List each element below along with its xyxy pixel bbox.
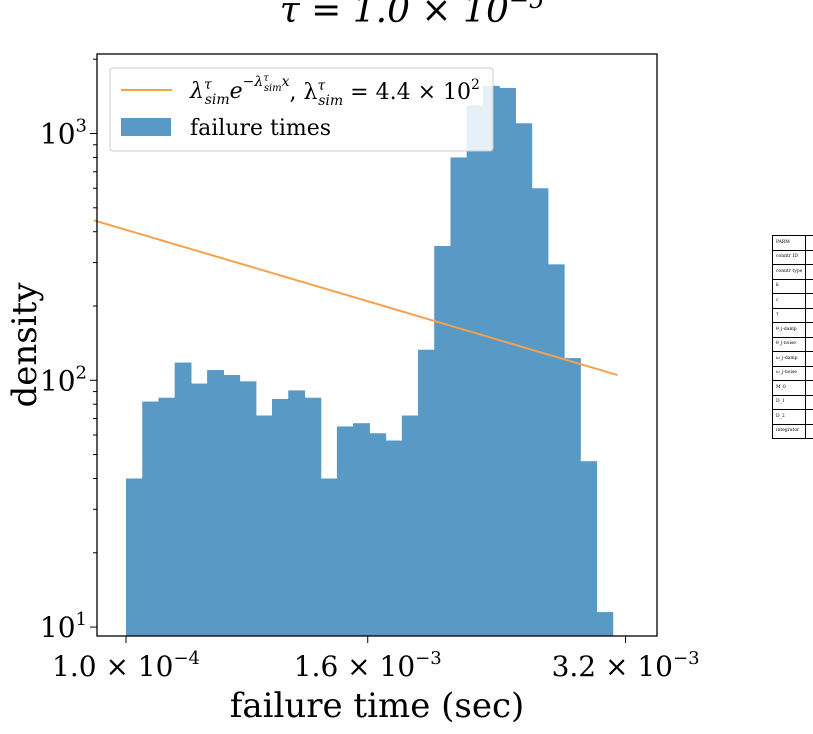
- param-table-value-cell: [805, 365, 813, 381]
- param-table-value-cell: [805, 380, 813, 396]
- x-tick-label: 1.6 × 10−3: [294, 648, 442, 683]
- param-table-row: D_2: [771, 409, 813, 425]
- histogram-bar: [531, 188, 549, 636]
- histogram-bar: [255, 415, 273, 636]
- param-table-row: ω_j-damp: [771, 351, 813, 367]
- param-table-value-cell: [805, 278, 813, 294]
- param-table-row: M_0: [771, 380, 813, 396]
- param-table-row: conntr ID: [771, 249, 813, 265]
- param-table-value-cell: [805, 336, 813, 352]
- x-ticks: 1.0 × 10−4 1.6 × 10−3 3.2 × 10−3: [52, 636, 700, 683]
- legend-hist-swatch: [121, 118, 171, 136]
- y-tick-label: 103: [40, 116, 87, 151]
- y-tick-label: 102: [40, 362, 87, 397]
- param-table-row: θ_j-noise: [771, 336, 813, 352]
- param-table-cell: c: [771, 293, 807, 309]
- histogram-bar: [126, 478, 143, 636]
- histogram-bar: [142, 401, 160, 636]
- histogram-bar: [450, 157, 468, 636]
- param-table-row: k: [771, 278, 813, 294]
- histogram-bar: [288, 390, 306, 636]
- param-table-cell: τ: [771, 307, 807, 323]
- param-table-value-cell: [805, 307, 813, 323]
- chart-title-main: τ = 1.0 × 10: [280, 0, 509, 31]
- histogram-bar: [239, 381, 257, 636]
- histogram-bar: [401, 415, 419, 636]
- legend-hist-label: failure times: [190, 116, 331, 141]
- param-table-row: conntr type: [771, 264, 813, 280]
- param-table-cell: ω_j-damp: [771, 351, 807, 367]
- param-table-cell: conntr type: [771, 264, 807, 280]
- param-table-value-cell: [805, 322, 813, 338]
- histogram-bar: [320, 478, 338, 636]
- y-tick-label: 101: [40, 609, 87, 644]
- histogram-bar: [207, 370, 224, 636]
- param-table-cell: PARM: [771, 235, 807, 251]
- param-table: PARM conntr ID conntr type k c τ θ_j-damp θ_j-n…: [771, 235, 813, 439]
- legend: λτ sime−λτ simx, λτ sim = 4.4 × 102 failure…: [109, 67, 494, 152]
- histogram-bar: [223, 375, 241, 636]
- param-table-row: PARM: [771, 235, 813, 251]
- chart-title: τ = 1.0 × 10−5: [280, 0, 544, 31]
- param-table-cell: ω_j-noise: [771, 365, 807, 381]
- histogram-bar: [580, 461, 598, 636]
- param-table-cell: D_2: [771, 409, 807, 425]
- histogram-bar: [385, 440, 403, 636]
- fit-line: [93, 219, 618, 377]
- param-table-row: τ: [771, 307, 813, 323]
- histogram-bar: [564, 358, 581, 636]
- histogram-bar: [547, 264, 565, 636]
- histogram-bar: [482, 85, 500, 636]
- y-axis-label: density: [5, 282, 45, 408]
- param-table-value-cell: [805, 264, 813, 280]
- y-ticks: 101 102 103: [40, 58, 97, 644]
- histogram-bar: [272, 398, 289, 636]
- param-table-body: PARM conntr ID conntr type k c τ θ_j-damp θ_j-n…: [771, 235, 813, 439]
- histogram-bar: [304, 397, 322, 636]
- param-table-value-cell: [805, 293, 813, 309]
- param-table-value-cell: [805, 394, 813, 410]
- x-tick-label: 1.0 × 10−4: [52, 648, 200, 683]
- histogram-bar: [158, 397, 176, 636]
- param-table-cell: D_1: [771, 394, 807, 410]
- histogram-bar: [418, 349, 435, 636]
- histogram-bar: [596, 612, 614, 636]
- histogram-bar: [434, 246, 452, 636]
- plot-frame: [96, 53, 658, 637]
- param-table-cell: integrator: [771, 423, 807, 439]
- histogram-bar: [174, 362, 192, 636]
- histogram-bar: [353, 423, 370, 636]
- param-table-cell: θ_j-damp: [771, 322, 807, 338]
- param-table-cell: k: [771, 278, 807, 294]
- param-table-value-cell: [805, 423, 813, 439]
- chart-title-exponent: −5: [509, 0, 544, 14]
- histogram-bar: [336, 426, 354, 636]
- histogram-bar: [190, 383, 208, 636]
- param-table-value-cell: [805, 409, 813, 425]
- param-table-cell: θ_j-noise: [771, 336, 807, 352]
- param-table-cell: M_0: [771, 380, 807, 396]
- histogram-bar: [499, 87, 516, 636]
- param-table-row: c: [771, 293, 813, 309]
- histogram-bars: [126, 85, 614, 637]
- histogram-bar: [515, 123, 533, 636]
- legend-fit-label: λτ sime−λτ simx, λτ sim = 4.4 × 102: [189, 73, 480, 109]
- param-table-row: integrator: [771, 423, 813, 439]
- legend-box: [109, 67, 494, 152]
- param-table-row: D_1: [771, 394, 813, 410]
- x-tick-label: 3.2 × 10−3: [552, 648, 700, 683]
- x-axis-label: failure time (sec): [230, 686, 525, 726]
- param-table-value-cell: [805, 249, 813, 265]
- param-table-value-cell: [805, 235, 813, 251]
- param-table-row: ω_j-noise: [771, 365, 813, 381]
- histogram-bar: [466, 105, 484, 637]
- param-table-cell: conntr ID: [771, 249, 807, 265]
- histogram-bar: [369, 433, 387, 636]
- param-table-value-cell: [805, 351, 813, 367]
- param-table-row: θ_j-damp: [771, 322, 813, 338]
